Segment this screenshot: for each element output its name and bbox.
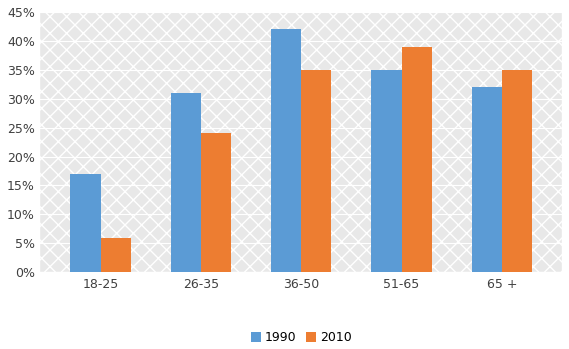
Bar	[402, 47, 432, 272]
Bar	[271, 29, 301, 272]
Bar	[472, 87, 502, 272]
Legend: 1990, 2010: 1990, 2010	[246, 326, 357, 349]
Bar	[171, 93, 201, 272]
Bar	[372, 70, 402, 272]
Bar	[101, 238, 131, 272]
Bar	[301, 70, 331, 272]
Bar	[201, 133, 231, 272]
Bar	[71, 174, 101, 272]
Bar	[502, 70, 532, 272]
